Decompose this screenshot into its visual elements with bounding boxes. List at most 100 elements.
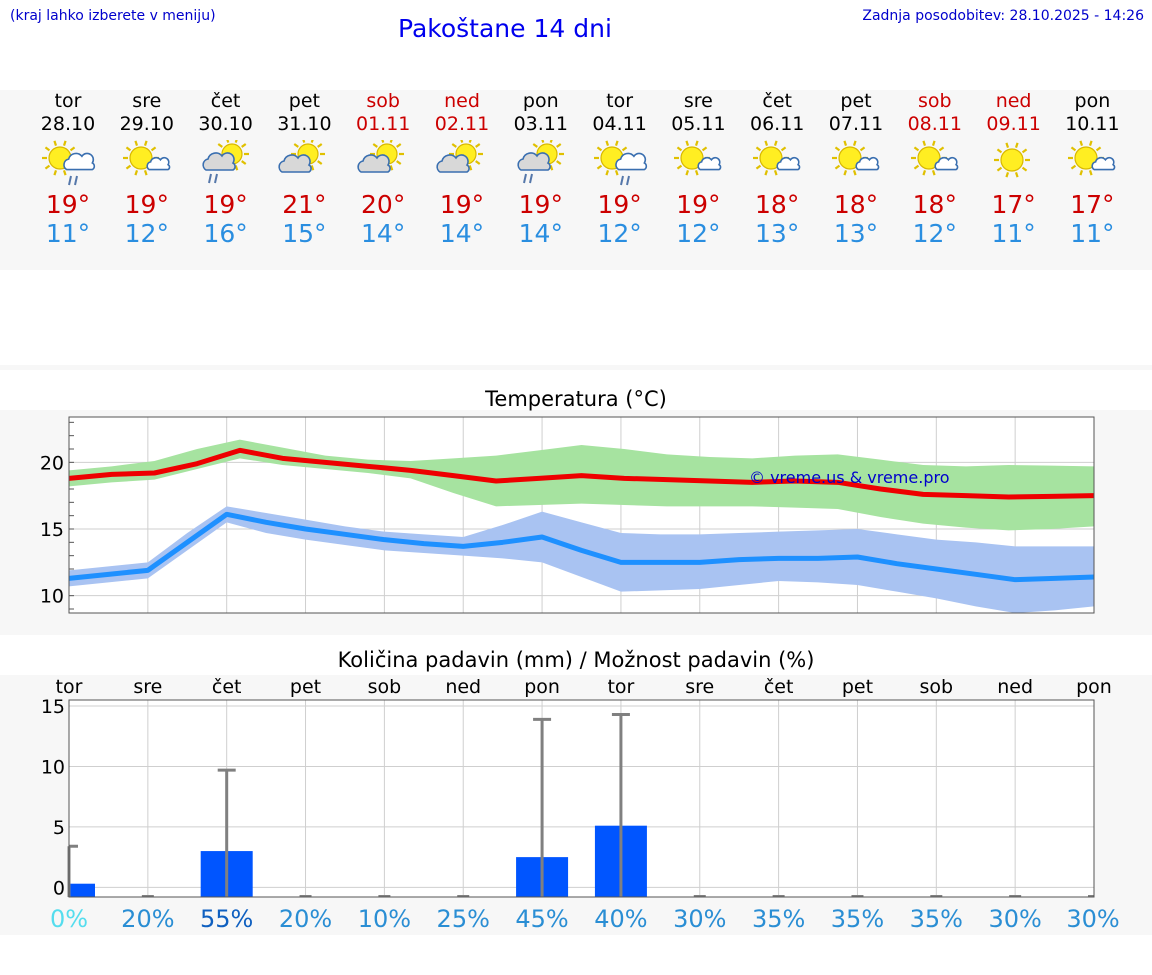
day-date: 03.11 [513, 113, 568, 135]
sun-icon [975, 140, 1053, 188]
x-tick-label: pon [524, 676, 560, 698]
max-temperature: 19° [597, 190, 642, 219]
day-name: pet [288, 90, 320, 112]
day-date: 05.11 [671, 113, 726, 135]
precipitation-probability-label: 30% [673, 905, 726, 933]
precipitation-probability-label: 45% [515, 905, 568, 933]
max-temperature-line [68, 447, 1095, 500]
y-tick-label: 0 [53, 877, 65, 899]
min-temperature: 16° [203, 219, 248, 248]
x-tick-label: čet [212, 676, 242, 698]
precipitation-chart-title: Količina padavin (mm) / Možnost padavin … [337, 648, 815, 672]
day-date: 30.10 [198, 113, 253, 135]
x-tick-label: sre [685, 676, 714, 698]
max-temperature: 21° [282, 190, 327, 219]
x-tick-label: ned [445, 676, 481, 698]
day-column: tor 04.11 19° 12° [581, 90, 659, 248]
max-temperature: 18° [833, 190, 879, 219]
precipitation-probability-label: 35% [910, 905, 963, 933]
day-date: 29.10 [119, 113, 174, 135]
max-temperature: 19° [45, 190, 91, 219]
day-name: pon [522, 90, 559, 112]
sun-small-cloud-icon [738, 140, 816, 188]
location-menu-note: (kraj lahko izberete v meniju) [10, 8, 216, 24]
day-name: ned [444, 90, 480, 112]
day-column: sob 01.11 20° 14° [344, 90, 422, 248]
y-tick-label: 20 [40, 452, 64, 474]
day-date: 09.11 [986, 113, 1041, 135]
day-column: čet 30.10 19° 16° [187, 90, 265, 248]
day-name: sre [132, 90, 162, 112]
precipitation-probability-label: 30% [988, 905, 1041, 933]
day-column: pon 03.11 19° 14° [502, 90, 580, 248]
day-date: 07.11 [828, 113, 884, 135]
precipitation-probability-label: 20% [279, 905, 332, 933]
day-column: ned 02.11 19° 14° [423, 90, 501, 248]
precipitation-probability-label: 35% [752, 905, 805, 933]
day-name: sob [366, 90, 400, 112]
max-temperature: 19° [439, 190, 485, 219]
day-name: čet [210, 90, 241, 112]
cloud-sun-icon [423, 140, 501, 188]
y-tick-label: 15 [40, 519, 64, 541]
min-temperature: 14° [518, 219, 563, 248]
day-column: sob 08.11 18° 12° [896, 90, 974, 248]
sun-cloud-rain-icon [581, 140, 659, 188]
x-tick-label: tor [607, 676, 634, 698]
day-date: 06.11 [749, 113, 805, 135]
precipitation-probability-label: 35% [831, 905, 884, 933]
day-name: pet [840, 90, 872, 112]
day-date: 08.11 [907, 113, 962, 135]
cloud-sun-icon [344, 140, 422, 188]
precipitation-probability-label: 20% [121, 905, 174, 933]
min-temperature: 11° [991, 219, 1036, 248]
min-temperature: 13° [755, 219, 800, 248]
day-column: sre 05.11 19° 12° [659, 90, 737, 248]
day-column: tor 28.10 19° 11° [29, 90, 107, 248]
watermark: © vreme.us & vreme.pro [749, 468, 950, 487]
precipitation-probability-label: 55% [200, 905, 253, 933]
min-temperature: 13° [833, 219, 879, 248]
day-date: 10.11 [1065, 113, 1120, 135]
x-tick-label: pet [842, 676, 873, 698]
sun-small-cloud-icon [659, 140, 737, 188]
x-tick-label: tor [56, 676, 83, 698]
y-tick-label: 5 [53, 817, 65, 839]
day-name: pon [1074, 90, 1111, 112]
precipitation-probability-label: 40% [594, 905, 647, 933]
day-column: pet 07.11 18° 13° [817, 90, 895, 248]
precipitation-probability-label: 25% [437, 905, 490, 933]
day-column: pon 10.11 17° 11° [1053, 90, 1131, 248]
sun-small-cloud-icon [896, 140, 974, 188]
cloud-sun-icon [265, 140, 343, 188]
min-temperature-line [68, 511, 1095, 583]
min-temperature: 11° [45, 219, 91, 248]
day-name: sob [918, 90, 952, 112]
sun-small-cloud-icon [817, 140, 895, 188]
x-tick-label: ned [997, 676, 1033, 698]
x-tick-label: sre [133, 676, 162, 698]
day-column: pet 31.10 21° 15° [265, 90, 343, 248]
max-temperature: 17° [991, 190, 1036, 219]
day-column: čet 06.11 18° 13° [738, 90, 816, 248]
min-temperature: 12° [912, 219, 957, 248]
sun-small-cloud-icon [1053, 140, 1131, 188]
min-temperature: 12° [597, 219, 642, 248]
min-temperature: 12° [676, 219, 721, 248]
day-date: 01.11 [355, 113, 411, 135]
day-name: čet [762, 90, 792, 112]
day-name: tor [606, 90, 634, 112]
x-tick-label: sob [920, 676, 954, 698]
y-tick-label: 10 [41, 756, 65, 778]
min-temperature: 15° [282, 219, 327, 248]
cloud-sun-rain-icon [502, 140, 580, 188]
day-date: 04.11 [592, 113, 647, 135]
precipitation-bar [69, 883, 95, 897]
max-temperature: 18° [755, 190, 800, 219]
day-name: tor [54, 90, 82, 112]
temperature-plot-frame [68, 416, 1095, 614]
precipitation-probability-label: 30% [1066, 905, 1119, 933]
day-column: sre 29.10 19° 12° [108, 90, 186, 248]
precipitation-probability-label: 0% [50, 905, 88, 933]
sun-cloud-rain-icon [29, 140, 107, 188]
